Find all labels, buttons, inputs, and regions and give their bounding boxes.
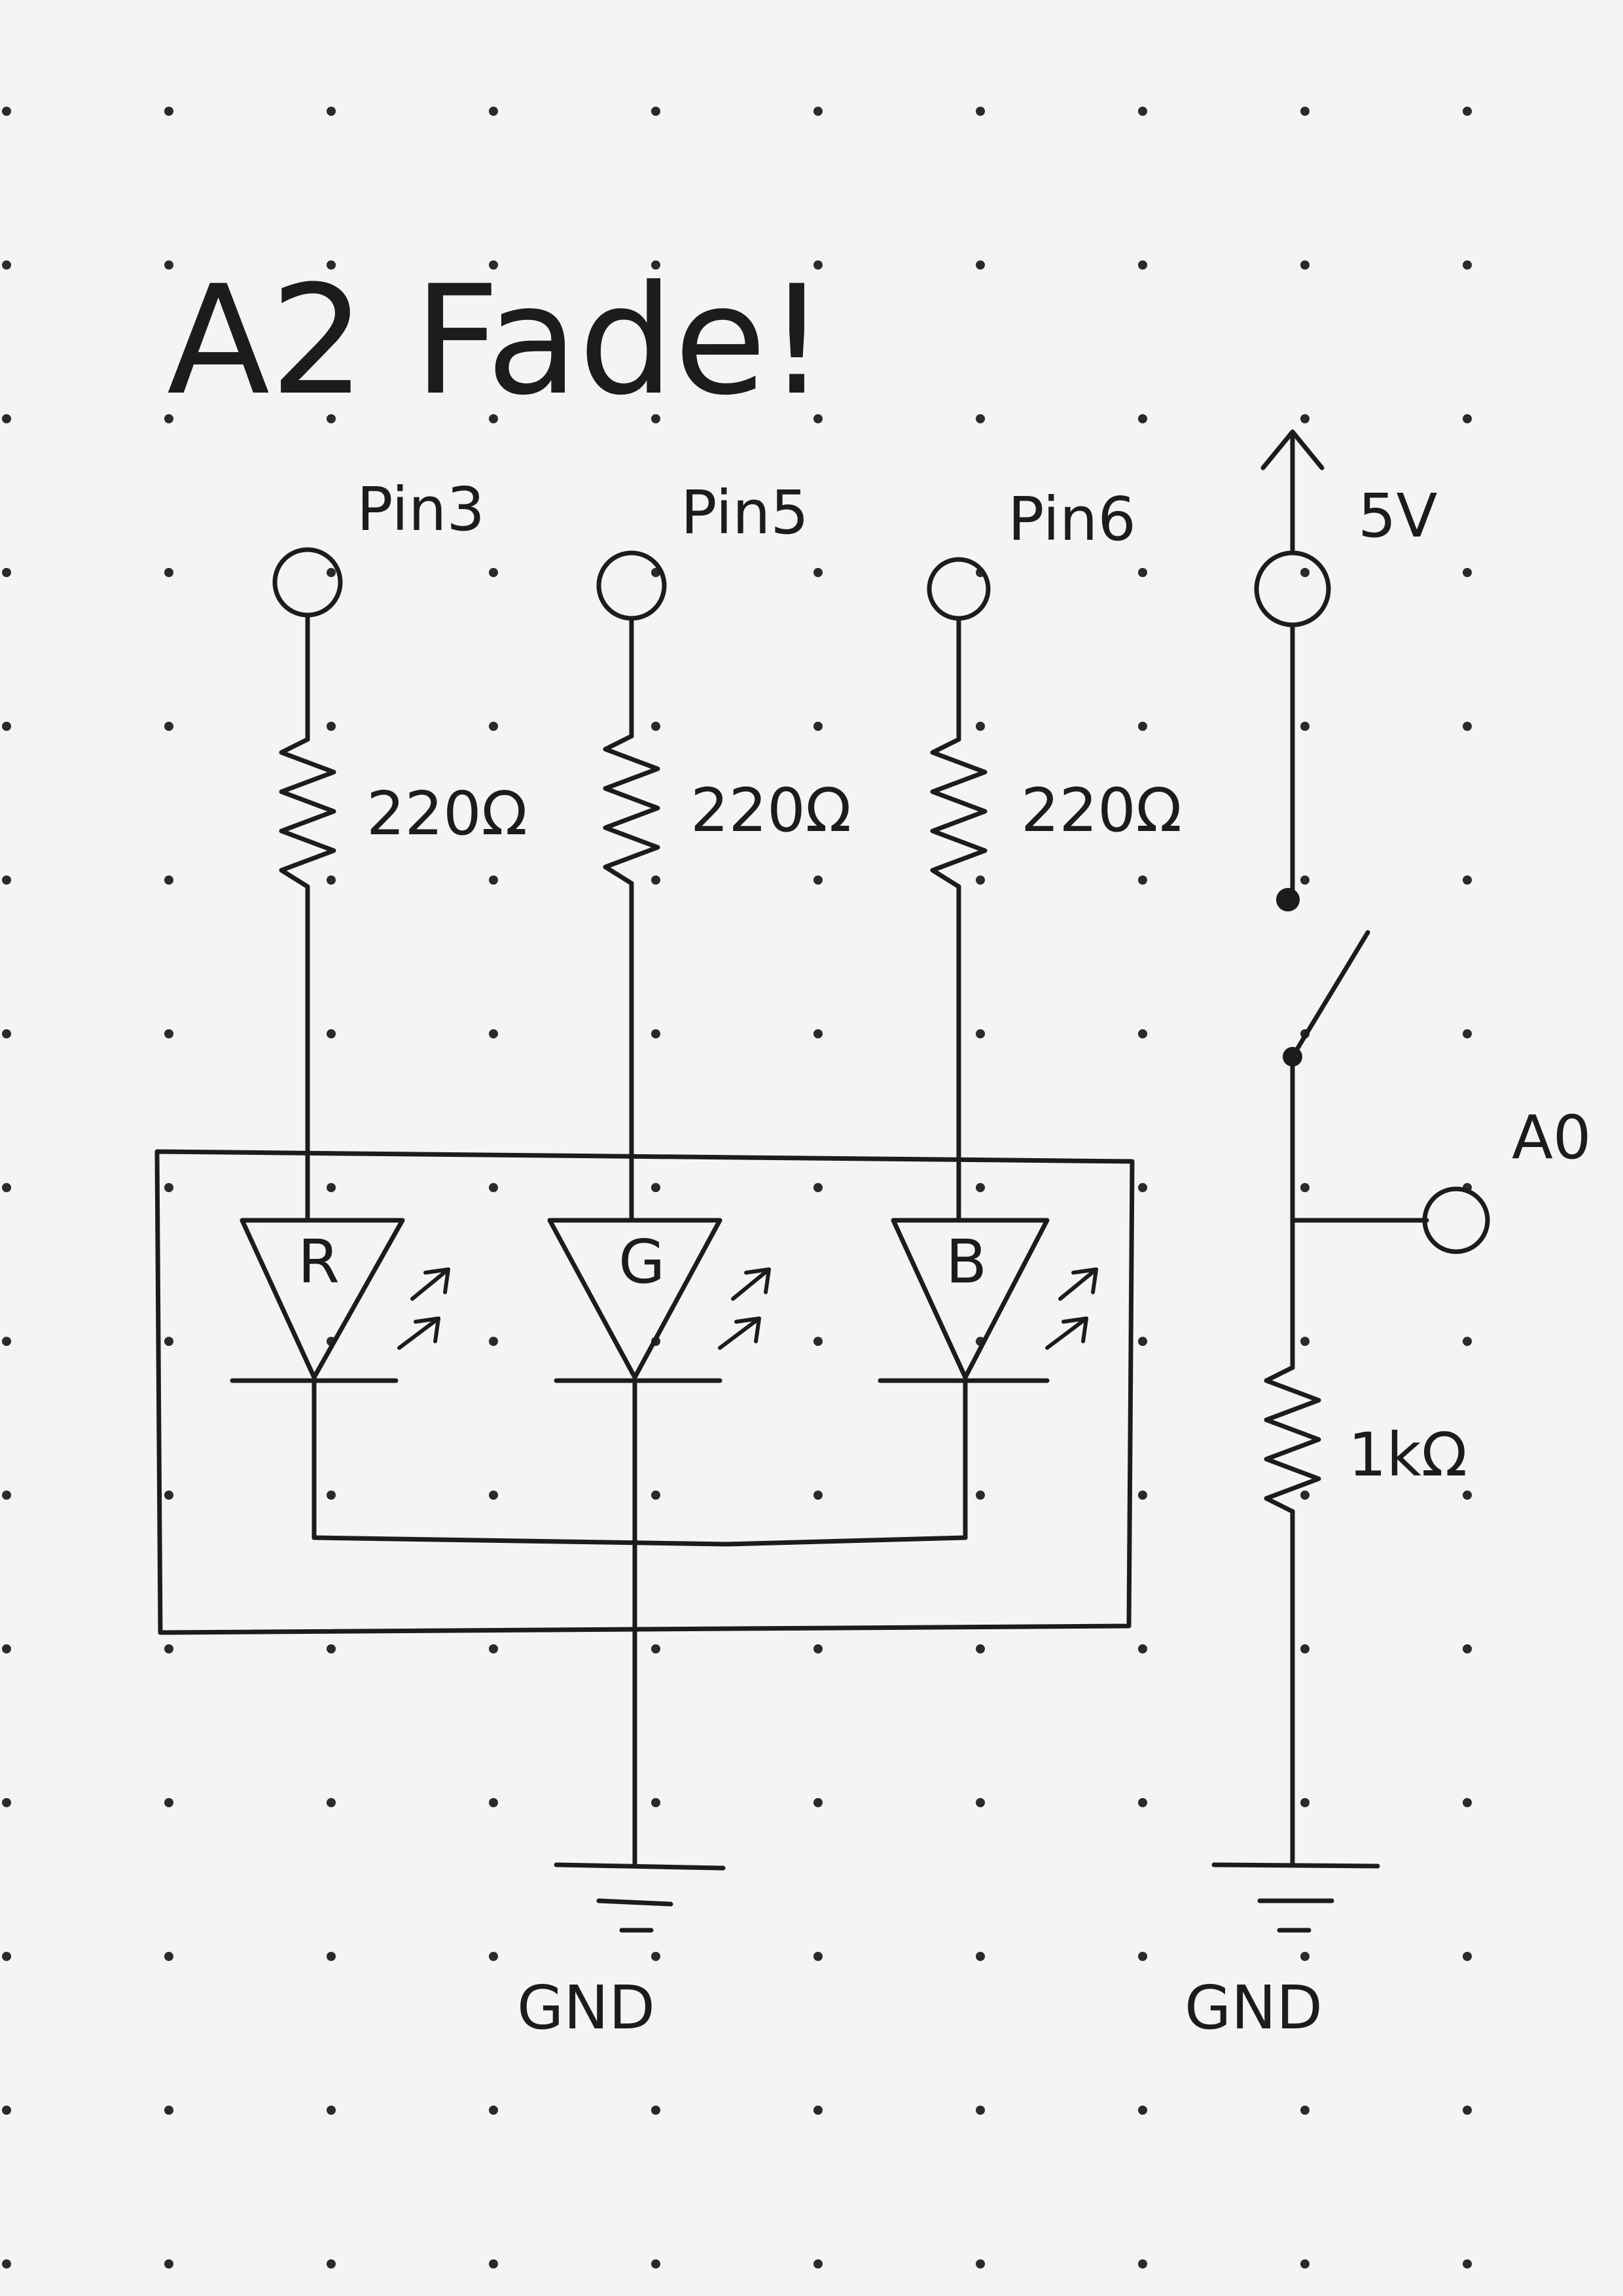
pushbutton-switch: [1290, 930, 1370, 1059]
led-blue-label: B: [946, 1227, 987, 1297]
resistor-2: [603, 733, 660, 886]
pulldown-resistor: [1264, 1365, 1321, 1514]
channel-red: Pin3 220Ω R: [230, 474, 527, 1540]
pin6-label: Pin6: [1008, 484, 1136, 554]
led-red-label: R: [298, 1227, 340, 1297]
led-green: G: [547, 1218, 771, 1383]
pin3-label: Pin3: [357, 474, 485, 544]
pulldown-label: 1kΩ: [1348, 1420, 1467, 1490]
supply-label: 5V: [1358, 481, 1438, 551]
resistor-1: [279, 737, 336, 889]
ground-left: GND: [517, 1862, 726, 2043]
rgb-led-package: [154, 1149, 1135, 1635]
ground-left-label: GND: [517, 1973, 655, 2043]
ground-right-label: GND: [1185, 1973, 1323, 2043]
pin5-label: Pin5: [681, 478, 809, 548]
channel-green: Pin5 220Ω G: [547, 478, 851, 1867]
a0-terminal: [1422, 1186, 1490, 1254]
resistor-2-label: 220Ω: [690, 775, 851, 845]
resistor-1-label: 220Ω: [366, 779, 527, 849]
a0-label: A0: [1512, 1103, 1591, 1173]
ground-right: GND: [1185, 1862, 1380, 2043]
resistor-3: [930, 737, 988, 889]
resistor-3-label: 220Ω: [1021, 775, 1182, 845]
switch-contact-top: [1276, 888, 1300, 911]
led-green-label: G: [618, 1227, 665, 1297]
channel-blue: Pin6 220Ω B: [878, 484, 1182, 1540]
switch-circuit: 5V A0 1kΩ: [1254, 429, 1591, 1867]
common-cathode-bus: [312, 1535, 968, 1547]
page-title: A2 Fade!: [167, 254, 827, 429]
